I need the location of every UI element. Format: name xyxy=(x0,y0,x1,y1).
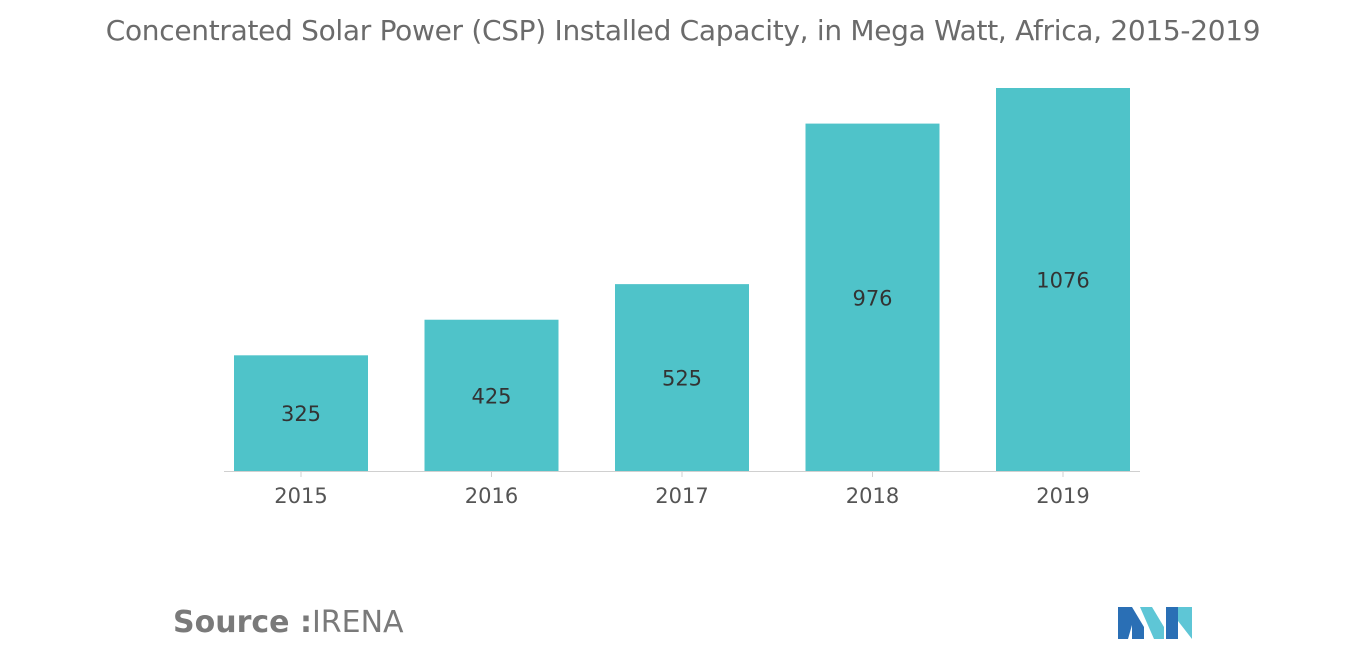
bar-2017 xyxy=(615,284,749,471)
logo-shape-accent xyxy=(1178,607,1192,639)
bar-2015 xyxy=(234,355,368,471)
source-label: Source : xyxy=(173,605,312,640)
bar-2018 xyxy=(805,123,940,472)
data-label-2019: 1076 xyxy=(1036,269,1089,293)
x-tick-label-2018: 2018 xyxy=(846,484,899,508)
x-tick-label-2019: 2019 xyxy=(1036,484,1089,508)
data-label-2017: 525 xyxy=(662,367,702,391)
x-tick-label-2017: 2017 xyxy=(655,484,708,508)
x-tick-label-2016: 2016 xyxy=(465,484,518,508)
source-note: Source :IRENA xyxy=(173,605,404,640)
logo-shape-mid xyxy=(1140,607,1164,639)
data-label-2016: 425 xyxy=(471,384,511,408)
x-ticks-group xyxy=(300,471,1064,477)
source-value: IRENA xyxy=(311,605,404,640)
logo-shape-right xyxy=(1166,607,1178,639)
logo-shape-left xyxy=(1118,607,1144,639)
data-label-2018: 976 xyxy=(852,286,892,310)
chart-title: Concentrated Solar Power (CSP) Installed… xyxy=(105,14,1261,47)
data-label-2015: 325 xyxy=(281,402,321,426)
x-tick-label-2015: 2015 xyxy=(274,484,327,508)
mordor-intelligence-logo-icon xyxy=(1118,607,1192,639)
bar-2019 xyxy=(996,88,1130,471)
labels-group: 325 2015 425 2016 525 2017 976 2018 1076 2019 xyxy=(274,269,1089,509)
bar-chart: 325 2015 425 2016 525 2017 976 2018 1076 2019 xyxy=(224,88,1140,509)
bar-2016 xyxy=(424,319,559,471)
bars-group xyxy=(234,88,1130,472)
